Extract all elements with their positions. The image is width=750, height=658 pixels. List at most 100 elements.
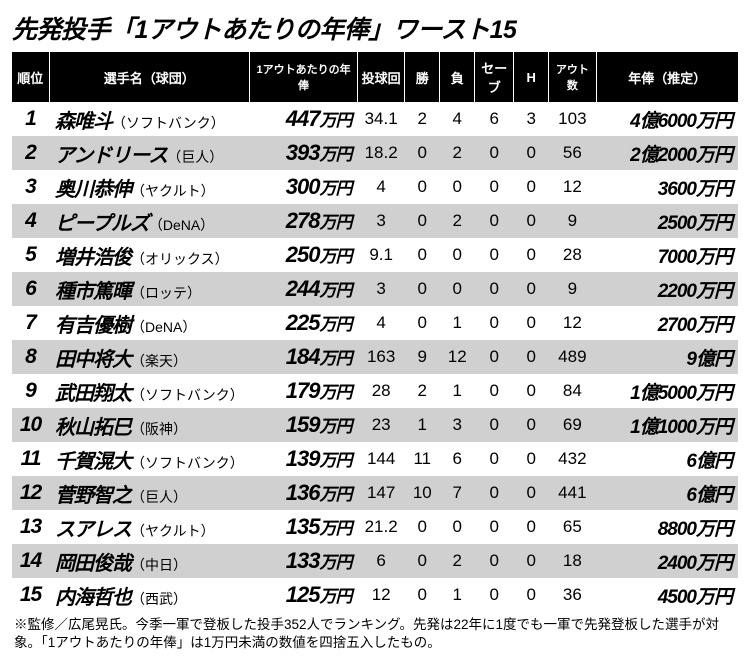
- cell-perout: 250万円: [250, 238, 358, 272]
- cell-perout: 159万円: [250, 408, 358, 442]
- cell-w: 0: [405, 238, 440, 272]
- cell-l: 2: [440, 136, 475, 170]
- cell-ip: 21.2: [358, 510, 405, 544]
- cell-outs: 103: [549, 102, 596, 136]
- col-header-w: 勝: [405, 52, 440, 102]
- cell-sv: 0: [475, 238, 514, 272]
- player-team: （オリックス）: [131, 251, 229, 267]
- cell-sv: 0: [475, 272, 514, 306]
- player-team: （ヤクルト）: [131, 183, 215, 199]
- cell-player: 増井浩俊（オリックス）: [49, 238, 250, 272]
- cell-l: 0: [440, 238, 475, 272]
- perout-unit: 万円: [320, 315, 352, 334]
- cell-h: 0: [514, 544, 549, 578]
- cell-player: ピープルズ（DeNA）: [49, 204, 250, 238]
- cell-rank: 6: [12, 272, 49, 306]
- perout-unit: 万円: [320, 349, 352, 368]
- perout-unit: 万円: [320, 587, 352, 606]
- table-row: 7有吉優樹（DeNA）225万円40100122700万円: [12, 306, 738, 340]
- cell-player: スアレス（ヤクルト）: [49, 510, 250, 544]
- cell-salary: 2億2000万円: [596, 136, 738, 170]
- cell-perout: 393万円: [250, 136, 358, 170]
- cell-l: 12: [440, 340, 475, 374]
- cell-salary: 8800万円: [596, 510, 738, 544]
- cell-salary: 4500万円: [596, 578, 738, 612]
- cell-perout: 125万円: [250, 578, 358, 612]
- cell-h: 0: [514, 374, 549, 408]
- cell-outs: 56: [549, 136, 596, 170]
- player-team: （阪神）: [131, 421, 187, 437]
- player-name: 有吉優樹: [55, 315, 131, 337]
- cell-outs: 65: [549, 510, 596, 544]
- ranking-table: 順位 選手名（球団） 1アウトあたりの年俸 投球回 勝 負 セーブ H アウト数…: [12, 52, 738, 612]
- perout-unit: 万円: [320, 519, 352, 538]
- cell-outs: 12: [549, 170, 596, 204]
- cell-salary: 1億1000万円: [596, 408, 738, 442]
- cell-player: 内海哲也（西武）: [49, 578, 250, 612]
- cell-l: 0: [440, 510, 475, 544]
- cell-rank: 12: [12, 476, 49, 510]
- table-row: 9武田翔太（ソフトバンク）179万円282100841億5000万円: [12, 374, 738, 408]
- table-row: 4ピープルズ（DeNA）278万円3020092500万円: [12, 204, 738, 238]
- cell-perout: 136万円: [250, 476, 358, 510]
- player-team: （巨人）: [131, 489, 187, 505]
- cell-w: 0: [405, 272, 440, 306]
- player-team: （楽天）: [131, 353, 187, 369]
- cell-ip: 3: [358, 204, 405, 238]
- cell-salary: 9億円: [596, 340, 738, 374]
- cell-sv: 0: [475, 136, 514, 170]
- col-header-ip: 投球回: [358, 52, 405, 102]
- player-team: （巨人）: [167, 149, 223, 165]
- cell-ip: 4: [358, 170, 405, 204]
- table-row: 15内海哲也（西武）125万円120100364500万円: [12, 578, 738, 612]
- perout-unit: 万円: [320, 485, 352, 504]
- cell-l: 1: [440, 374, 475, 408]
- perout-unit: 万円: [320, 111, 352, 130]
- cell-sv: 0: [475, 306, 514, 340]
- player-team: （ソフトバンク）: [131, 387, 244, 403]
- cell-salary: 2500万円: [596, 204, 738, 238]
- cell-h: 0: [514, 476, 549, 510]
- col-header-rank: 順位: [12, 52, 49, 102]
- cell-sv: 0: [475, 204, 514, 238]
- perout-unit: 万円: [320, 179, 352, 198]
- cell-w: 0: [405, 136, 440, 170]
- cell-w: 0: [405, 306, 440, 340]
- player-name: 内海哲也: [55, 587, 131, 609]
- cell-w: 2: [405, 102, 440, 136]
- cell-rank: 3: [12, 170, 49, 204]
- cell-salary: 2400万円: [596, 544, 738, 578]
- perout-unit: 万円: [320, 145, 352, 164]
- cell-w: 11: [405, 442, 440, 476]
- player-name: 田中将大: [55, 349, 131, 371]
- player-name: 奥川恭伸: [55, 179, 131, 201]
- cell-ip: 6: [358, 544, 405, 578]
- cell-l: 2: [440, 544, 475, 578]
- cell-l: 2: [440, 204, 475, 238]
- ranking-table-container: 先発投手「1アウトあたりの年俸」ワースト15 順位 選手名（球団） 1アウトあた…: [0, 0, 750, 658]
- perout-unit: 万円: [320, 417, 352, 436]
- cell-l: 4: [440, 102, 475, 136]
- perout-unit: 万円: [320, 247, 352, 266]
- cell-outs: 12: [549, 306, 596, 340]
- cell-player: 武田翔太（ソフトバンク）: [49, 374, 250, 408]
- cell-ip: 9.1: [358, 238, 405, 272]
- player-name: 武田翔太: [55, 383, 131, 405]
- cell-player: 秋山拓巳（阪神）: [49, 408, 250, 442]
- cell-perout: 133万円: [250, 544, 358, 578]
- cell-player: アンドリース（巨人）: [49, 136, 250, 170]
- cell-perout: 225万円: [250, 306, 358, 340]
- cell-sv: 0: [475, 340, 514, 374]
- cell-player: 田中将大（楽天）: [49, 340, 250, 374]
- cell-player: 種市篤暉（ロッテ）: [49, 272, 250, 306]
- cell-outs: 9: [549, 204, 596, 238]
- cell-ip: 163: [358, 340, 405, 374]
- table-body: 1森唯斗（ソフトバンク）447万円34.124631034億6000万円2アンド…: [12, 102, 738, 612]
- cell-h: 0: [514, 510, 549, 544]
- cell-rank: 13: [12, 510, 49, 544]
- cell-ip: 28: [358, 374, 405, 408]
- cell-l: 0: [440, 170, 475, 204]
- cell-rank: 14: [12, 544, 49, 578]
- cell-l: 0: [440, 272, 475, 306]
- col-header-l: 負: [440, 52, 475, 102]
